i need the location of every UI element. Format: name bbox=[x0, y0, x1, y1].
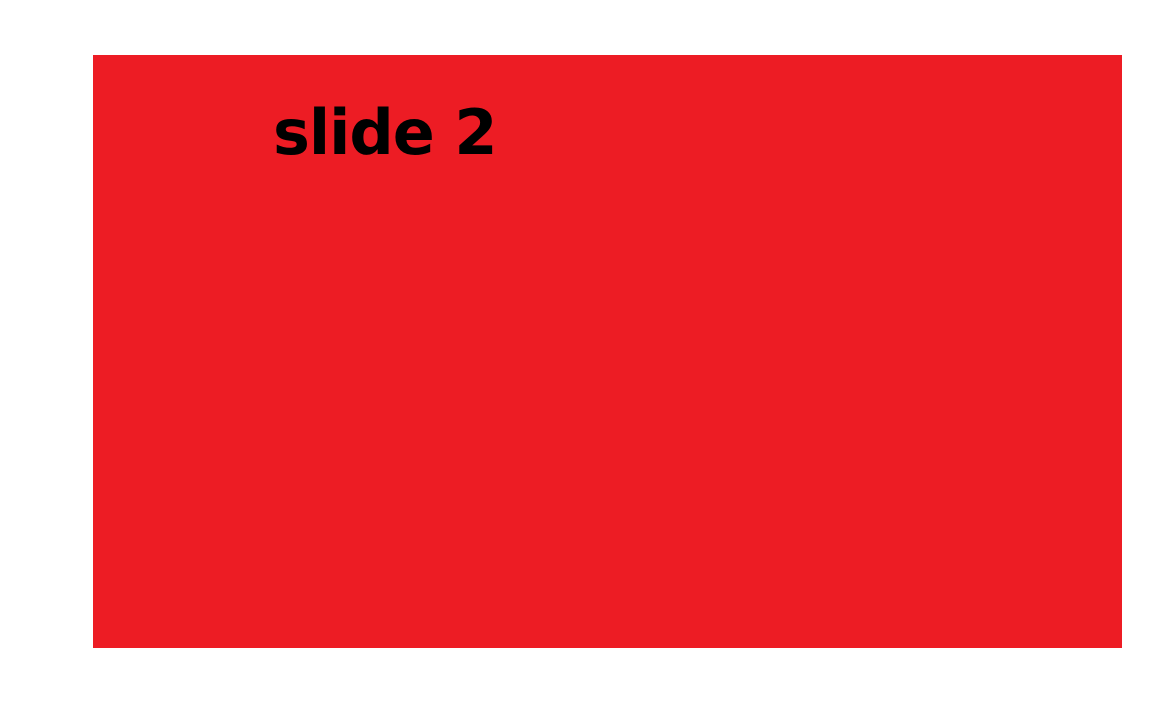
slide-title: slide 2 bbox=[273, 96, 498, 169]
slide-panel: slide 2 bbox=[93, 55, 1122, 648]
